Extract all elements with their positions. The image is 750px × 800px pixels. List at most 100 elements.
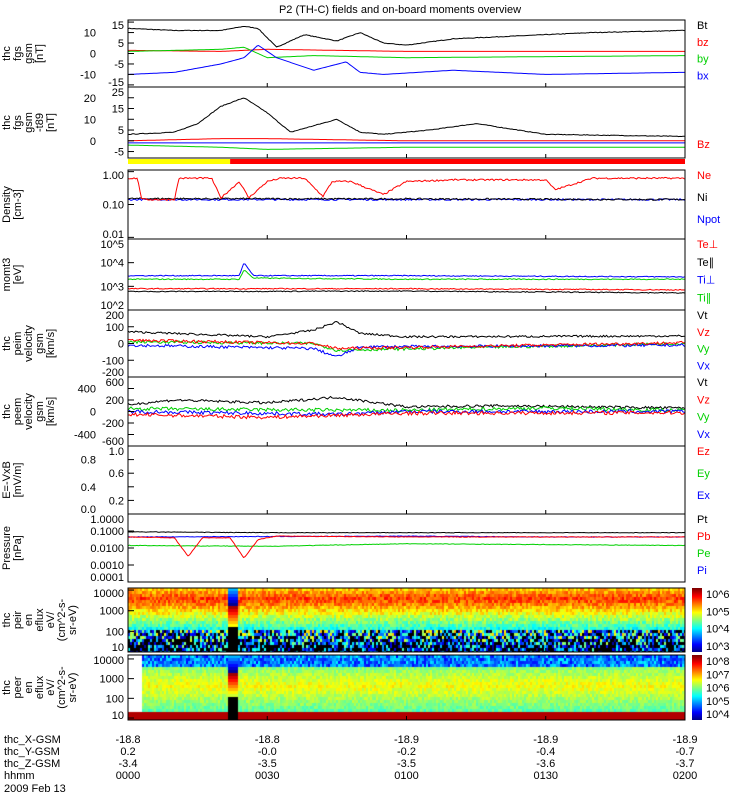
y-tick-label: 0.0001 <box>90 572 124 584</box>
y-tick-label: 0.8 <box>81 455 96 467</box>
plot-title: P2 (TH-C) fields and on-board moments ov… <box>279 4 521 16</box>
y-axis-label: [cm-3] <box>12 189 24 220</box>
series-bz <box>128 48 685 52</box>
legend-label-Ex: Ex <box>697 490 710 502</box>
y-axis-label: thc <box>1 115 13 130</box>
y-axis-label: [nT] <box>34 44 46 63</box>
x-tick-label: -18.8 <box>255 734 280 746</box>
series-Pt <box>128 531 685 534</box>
mode-bar-segment <box>230 159 685 164</box>
y-axis-label: eflux <box>34 675 46 699</box>
y-axis-label: velocity <box>23 325 35 362</box>
y-axis-label: E=-VxB <box>1 461 13 499</box>
y-axis-label: gsm <box>34 333 46 354</box>
y-axis-label: Pressure <box>1 526 13 570</box>
y-axis-label: eV/ <box>45 678 57 695</box>
y-tick-label: 0 <box>90 136 96 148</box>
y-axis-label: peer <box>12 676 24 698</box>
colorbar-tick-label: 10^5 <box>706 696 730 708</box>
colorbar-tick-label: 10^7 <box>706 669 730 681</box>
panel-efield: 1.0 0.8 0.6 0.4 0.2 0.0 E=-VxB [mV/m] Ez Ey Ex <box>1 445 710 516</box>
legend-label-Vy: Vy <box>697 412 710 424</box>
y-tick-label: 10^5 <box>100 239 124 251</box>
series-bx <box>128 44 685 75</box>
y-tick-label: 0 <box>90 49 96 61</box>
colorbar-tick-label: 10^4 <box>706 624 730 636</box>
legend-label-Bz: Bz <box>697 139 710 151</box>
colorbar-peer_eflux <box>692 655 702 720</box>
y-tick-label: 0.0010 <box>90 560 124 572</box>
x-tick-label: -3.5 <box>258 758 277 770</box>
legend-label-Pt: Pt <box>697 514 707 526</box>
y-tick-label: 1.0000 <box>90 514 124 526</box>
y-axis-label: fgs <box>12 46 24 61</box>
y-tick-label: -600 <box>102 436 124 448</box>
legend-label-Pi: Pi <box>697 565 707 577</box>
y-tick-label: 10 <box>112 710 124 722</box>
series-Ni <box>127 197 685 201</box>
colorbar-tick-label: 10^3 <box>706 641 730 653</box>
panel-frame <box>127 169 686 240</box>
panel-peir_eflux: 10^6 10^5 10^4 10^3 10000 1000 100 10 thc peir en e… <box>1 587 730 654</box>
legend-label-Vy: Vy <box>697 344 710 356</box>
y-tick-label: 200 <box>106 395 124 407</box>
panel-frame <box>127 238 686 311</box>
y-axis-label: [nPa] <box>12 535 24 561</box>
panel-frame <box>127 587 686 653</box>
series-Ti⊥ <box>128 263 685 278</box>
y-axis-label: [eV] <box>12 265 24 285</box>
y-tick-label: -5 <box>114 59 124 71</box>
legend-label-Ti⊥: Ti⊥ <box>697 275 715 287</box>
y-axis-label: peem <box>12 398 24 426</box>
panel-fgs: 15 10 5 0 -5 -10 -15 thc fgs gsm [nT] Bt bz by bx <box>1 19 709 89</box>
x-tick-label: 0030 <box>255 770 279 782</box>
series-Vz <box>127 410 685 420</box>
y-tick-label: 0.10 <box>103 200 124 212</box>
panel-fgs_t89: 25 20 15 10 5 0 -5 thc fgs gsm -t89 [nT] Bz <box>1 86 710 159</box>
y-tick-label: 0.01 <box>103 229 124 241</box>
y-tick-label: -200 <box>102 367 124 379</box>
legend-label-Vx: Vx <box>697 429 710 441</box>
x-tick-label: -18.9 <box>394 734 419 746</box>
y-tick-label: 15 <box>112 104 124 116</box>
series-Bz <box>128 138 685 142</box>
panel-peem_velocity: 600 400 200 0 -200 -400 -600 thc peem velocity gsm… <box>1 376 710 448</box>
y-tick-label: 5 <box>118 38 124 50</box>
legend-label-Ey: Ey <box>697 468 710 480</box>
legend-label-bx: bx <box>697 70 709 82</box>
y-tick-label: 0.6 <box>109 468 124 480</box>
series-Vt <box>127 320 685 339</box>
y-tick-label: 0 <box>90 407 96 419</box>
panel-frame <box>127 654 686 721</box>
y-axis-label: [km/s] <box>45 329 57 358</box>
y-axis-label: (cm^2-s- <box>56 666 68 709</box>
legend-label-Npot: Npot <box>697 214 720 226</box>
y-tick-label: 25 <box>112 87 124 99</box>
panel-density: 1.00 0.10 0.01 Density [cm-3] Ne Ni Npot <box>1 169 720 241</box>
x-tick-label: 0000 <box>116 770 140 782</box>
series-Pe <box>127 542 685 547</box>
x-tick-label: 0200 <box>673 770 697 782</box>
y-axis-label: en <box>23 681 35 693</box>
y-axis-label: Density <box>1 186 13 223</box>
y-axis-label: thc <box>1 404 13 419</box>
x-tick-label: 0130 <box>534 770 558 782</box>
y-axis-label: [km/s] <box>45 397 57 426</box>
colorbar-peir_eflux <box>692 588 702 652</box>
y-tick-label: 200 <box>106 310 124 322</box>
y-axis-label: eV/ <box>45 611 57 628</box>
series-Vx <box>127 343 685 357</box>
y-tick-label: 10 <box>84 114 96 126</box>
y-axis-label: thc <box>1 336 13 351</box>
panel-frame <box>127 19 686 88</box>
y-tick-label: -10 <box>80 69 96 81</box>
panel-frame <box>127 513 686 583</box>
x-axis-row-label: thc_Z-GSM <box>4 758 60 770</box>
x-tick-label: -3.4 <box>119 758 138 770</box>
legend-label-Ti∥: Ti∥ <box>697 292 711 304</box>
y-tick-label: -15 <box>108 77 124 89</box>
y-axis-label: peir <box>12 610 24 629</box>
